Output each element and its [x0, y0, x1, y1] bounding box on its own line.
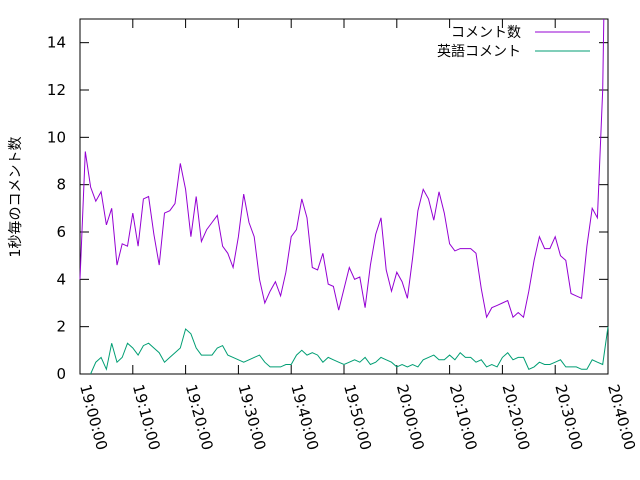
x-tick-label: 20:20:00 [499, 382, 534, 452]
y-tick-label: 6 [56, 223, 66, 241]
plot-frame [79, 18, 609, 375]
x-tick-label: 20:30:00 [551, 382, 586, 452]
legend: コメント数 英語コメント [437, 25, 590, 60]
series-line-english [90, 326, 609, 375]
y-tick-label: 10 [47, 128, 66, 146]
x-tick-label: 20:00:00 [393, 382, 428, 452]
legend-label-english: 英語コメント [437, 43, 521, 60]
x-tick-label: 19:30:00 [235, 382, 270, 452]
series-lines [79, 18, 609, 375]
y-axis-label: 1秒毎のコメント数 [8, 137, 24, 258]
series-line-comments [79, 18, 605, 319]
x-tick-label: 19:00:00 [76, 382, 111, 452]
x-tick-label: 19:50:00 [340, 382, 375, 452]
y-tick-label: 2 [56, 318, 66, 336]
x-tick-label: 20:10:00 [446, 382, 481, 452]
y-axis-ticks: 0 2 4 6 8 10 12 14 [47, 34, 608, 383]
x-tick-label: 20:40:00 [604, 382, 639, 452]
y-tick-label: 4 [56, 270, 66, 288]
x-tick-label: 19:10:00 [129, 382, 164, 452]
x-axis-ticks: 19:00:00 19:10:00 19:20:00 19:30:00 19:40:00… [76, 19, 639, 452]
y-tick-label: 8 [56, 176, 66, 194]
y-tick-label: 14 [47, 34, 66, 52]
legend-label-comments: コメント数 [451, 25, 521, 41]
y-tick-label: 0 [56, 365, 66, 383]
x-tick-label: 19:40:00 [287, 382, 322, 452]
x-tick-label: 19:20:00 [182, 382, 217, 452]
y-tick-label: 12 [47, 81, 66, 99]
